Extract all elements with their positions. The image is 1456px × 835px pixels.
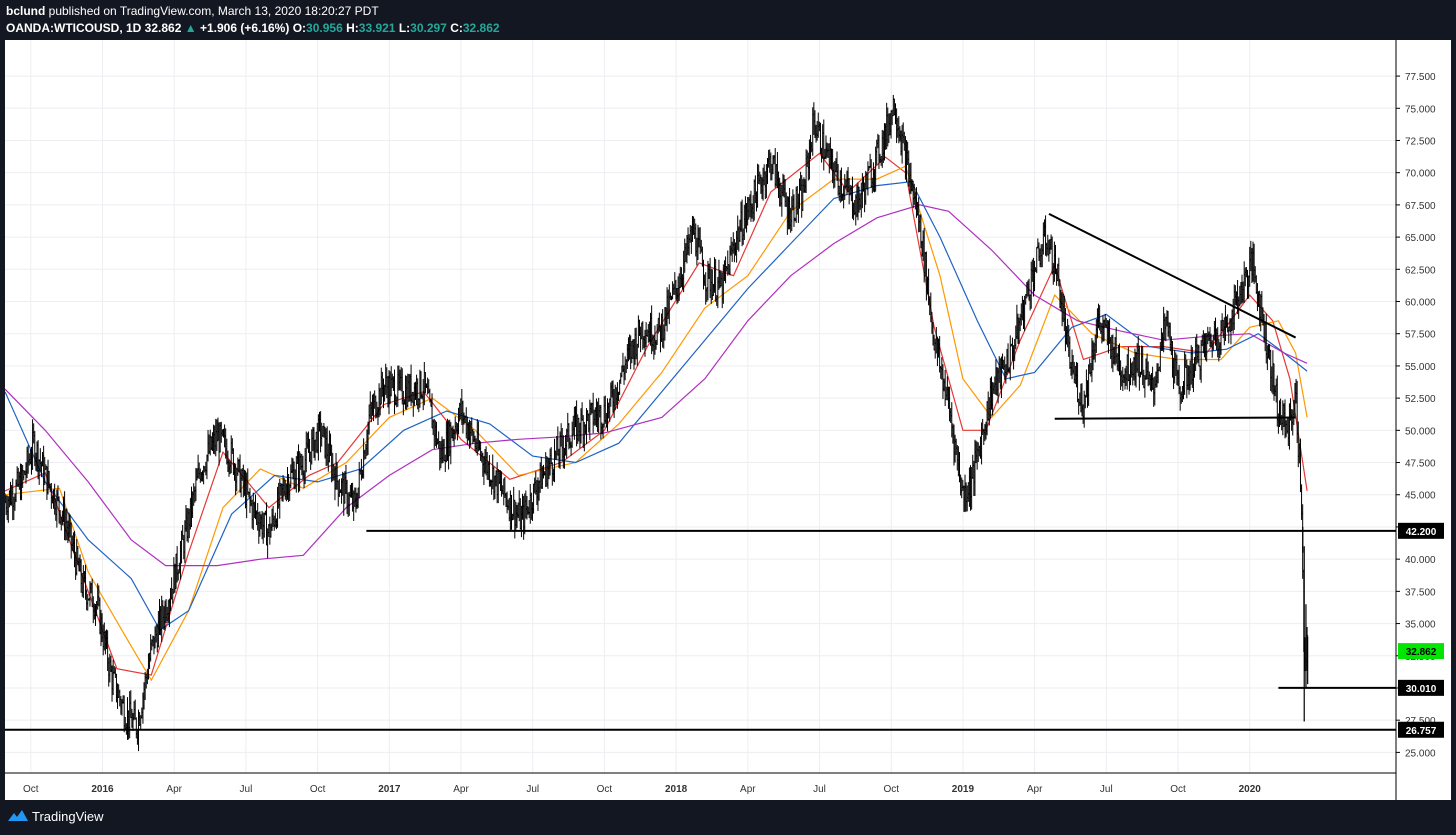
price-tag-label: 26.757 — [1406, 726, 1437, 737]
y-tick-label: 77.500 — [1405, 72, 1436, 83]
low-label: L: — [398, 21, 411, 35]
footer: TradingView — [0, 800, 1456, 835]
y-tick-label: 57.500 — [1405, 330, 1436, 341]
x-tick-label: 2020 — [1239, 784, 1262, 795]
high-label: H: — [346, 21, 359, 35]
x-tick-label: Jul — [526, 784, 539, 795]
x-tick-label: Jul — [813, 784, 826, 795]
brand-name: TradingView — [32, 809, 104, 824]
low-value: 30.297 — [410, 21, 447, 35]
ohlc-legend: OANDA:WTICOUSD, 1D 32.862 ▲ +1.906 (+6.1… — [6, 21, 500, 35]
y-tick-label: 47.500 — [1405, 459, 1436, 470]
price-tag-bg — [1398, 643, 1444, 660]
moving-average-4 — [4, 204, 1308, 567]
y-tick-label: 27.500 — [1405, 716, 1436, 727]
price-tag-label: 30.010 — [1406, 684, 1437, 695]
y-tick-label: 55.000 — [1405, 362, 1436, 373]
x-tick-label: Apr — [740, 784, 756, 795]
y-tick-label: 37.500 — [1405, 587, 1436, 598]
y-tick-label: 60.000 — [1405, 298, 1436, 309]
price-chart[interactable]: 25.00027.50030.00032.50035.00037.50040.0… — [4, 40, 1451, 800]
moving-average-1 — [4, 152, 1308, 676]
y-tick-label: 45.000 — [1405, 491, 1436, 502]
x-tick-label: Jul — [240, 784, 253, 795]
y-tick-label: 72.500 — [1405, 136, 1436, 147]
price-tag-bg — [1398, 679, 1444, 696]
close-value: 32.862 — [462, 21, 500, 35]
y-tick-label: 67.500 — [1405, 201, 1436, 212]
x-tick-label: 2017 — [378, 784, 401, 795]
chart-header: bclund published on TradingView.com, Mar… — [0, 0, 1456, 40]
high-value: 33.921 — [358, 21, 396, 35]
y-tick-label: 75.000 — [1405, 104, 1436, 115]
moving-average-3 — [4, 181, 1308, 631]
x-tick-label: Oct — [23, 784, 39, 795]
x-tick-label: Oct — [1170, 784, 1186, 795]
y-tick-label: 70.000 — [1405, 169, 1436, 180]
price-tag-bg — [1398, 522, 1444, 539]
y-tick-label: 50.000 — [1405, 426, 1436, 437]
open-label: O: — [292, 21, 307, 35]
symbol-interval[interactable]: OANDA:WTICOUSD, 1D — [6, 21, 142, 35]
tradingview-logo-icon — [8, 809, 28, 824]
x-tick-label: 2016 — [91, 784, 114, 795]
footer-brand[interactable]: TradingView — [8, 809, 104, 824]
x-tick-label: Oct — [597, 784, 613, 795]
y-tick-label: 35.000 — [1405, 620, 1436, 631]
publisher-name[interactable]: bclund — [6, 4, 46, 18]
y-tick-label: 25.000 — [1405, 748, 1436, 759]
price-tag-label: 42.200 — [1406, 527, 1437, 538]
trendline-descending-trendline — [1048, 213, 1297, 339]
x-tick-label: Oct — [883, 784, 899, 795]
published-text: published on TradingView.com, March 13, … — [45, 4, 379, 18]
x-tick-label: Apr — [166, 784, 182, 795]
price-change: +1.906 (+6.16%) — [199, 21, 290, 35]
open-value: 30.956 — [306, 21, 343, 35]
x-tick-label: Apr — [453, 784, 469, 795]
price-tag-label: 32.862 — [1406, 647, 1437, 658]
y-tick-label: 40.000 — [1405, 555, 1436, 566]
y-tick-label: 52.500 — [1405, 394, 1436, 405]
x-tick-label: Oct — [310, 784, 326, 795]
x-tick-label: Jul — [1100, 784, 1113, 795]
y-tick-label: 62.500 — [1405, 265, 1436, 276]
x-tick-label: Apr — [1027, 784, 1043, 795]
publish-info: bclund published on TradingView.com, Mar… — [6, 4, 379, 18]
y-tick-label: 65.000 — [1405, 233, 1436, 244]
trendline-neckline-51 — [1054, 416, 1296, 420]
up-arrow-icon: ▲ — [184, 21, 197, 35]
moving-average-2 — [4, 165, 1308, 682]
close-label: C: — [450, 21, 463, 35]
x-tick-label: 2019 — [952, 784, 975, 795]
x-tick-label: 2018 — [665, 784, 688, 795]
last-price: 32.862 — [144, 21, 182, 35]
price-tag-bg — [1398, 721, 1444, 738]
chart-area[interactable]: 25.00027.50030.00032.50035.00037.50040.0… — [4, 40, 1451, 800]
